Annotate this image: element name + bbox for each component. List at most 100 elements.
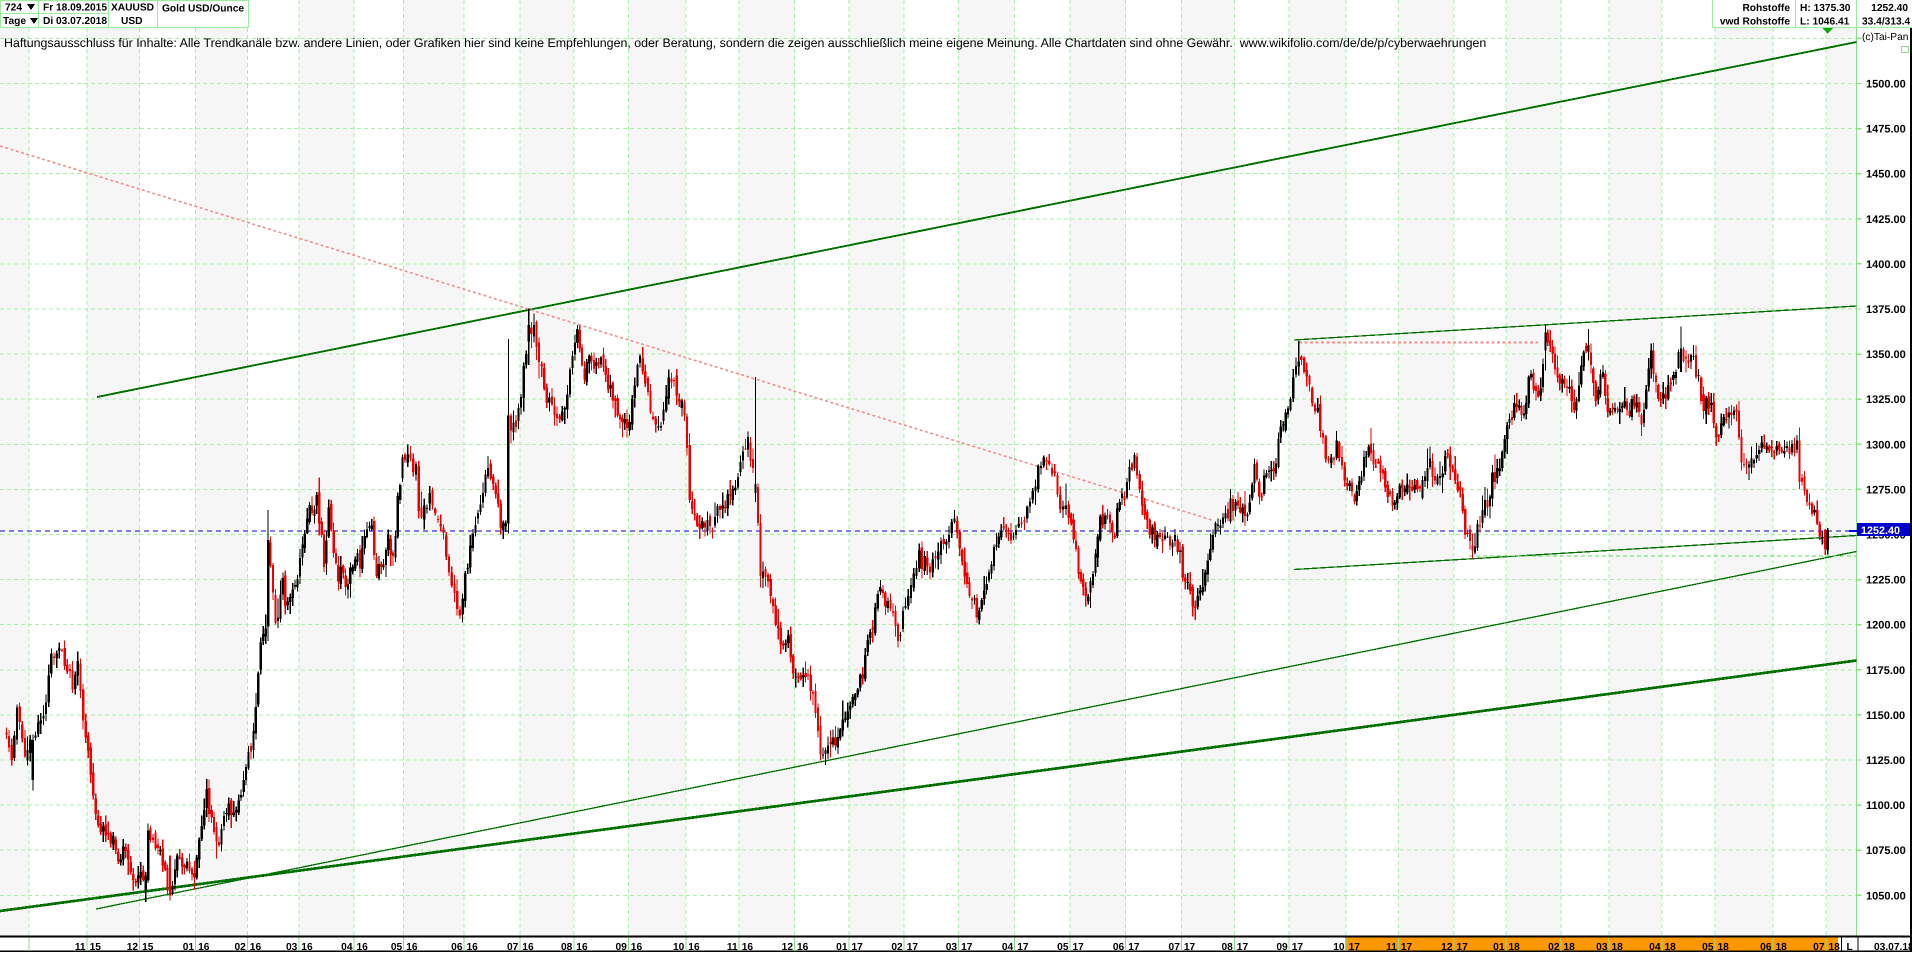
svg-text:1200.00: 1200.00 (1866, 620, 1906, 632)
svg-text:06: 06 (1760, 942, 1772, 952)
svg-text:09: 09 (1276, 942, 1288, 952)
svg-text:L: L (1847, 942, 1853, 952)
svg-text:18: 18 (1665, 942, 1677, 952)
svg-text:Gold USD/Ounce: Gold USD/Ounce (162, 4, 244, 15)
svg-text:02: 02 (234, 942, 246, 952)
svg-text:1500.00: 1500.00 (1866, 79, 1906, 91)
svg-text:1075.00: 1075.00 (1866, 845, 1906, 857)
svg-text:1125.00: 1125.00 (1866, 755, 1905, 767)
svg-text:17: 17 (852, 942, 864, 952)
svg-text:1475.00: 1475.00 (1866, 124, 1906, 136)
svg-text:07: 07 (1169, 942, 1181, 952)
svg-text:18: 18 (1776, 942, 1788, 952)
svg-text:01: 01 (836, 942, 848, 952)
svg-text:1175.00: 1175.00 (1866, 665, 1905, 677)
svg-text:12: 12 (127, 942, 139, 952)
svg-text:12: 12 (1441, 942, 1453, 952)
svg-text:03: 03 (946, 942, 958, 952)
svg-text:07: 07 (507, 942, 519, 952)
svg-text:16: 16 (631, 942, 643, 952)
svg-text:10: 10 (673, 942, 685, 952)
svg-text:17: 17 (1184, 942, 1196, 952)
svg-text:09: 09 (615, 942, 627, 952)
svg-text:H: 1375.30: H: 1375.30 (1800, 3, 1851, 14)
svg-text:(c)Tai-Pan: (c)Tai-Pan (1862, 32, 1908, 43)
svg-text:15: 15 (90, 942, 102, 952)
svg-text:16: 16 (522, 942, 534, 952)
svg-text:1225.00: 1225.00 (1866, 575, 1906, 587)
svg-text:1252.40: 1252.40 (1861, 525, 1900, 537)
svg-text:1450.00: 1450.00 (1866, 169, 1906, 181)
svg-text:XAUUSD: XAUUSD (111, 3, 154, 14)
svg-text:17: 17 (907, 942, 919, 952)
svg-text:16: 16 (357, 942, 369, 952)
svg-text:17: 17 (961, 942, 973, 952)
svg-text:1425.00: 1425.00 (1866, 214, 1906, 226)
svg-text:17: 17 (1237, 942, 1249, 952)
svg-text:18: 18 (1509, 942, 1521, 952)
svg-text:Rohstoffe: Rohstoffe (1742, 3, 1790, 14)
svg-text:33.4/313.4: 33.4/313.4 (1862, 17, 1910, 28)
svg-text:17: 17 (1457, 942, 1469, 952)
svg-text:11: 11 (727, 942, 738, 952)
svg-text:1325.00: 1325.00 (1866, 394, 1906, 406)
svg-text:18: 18 (1564, 942, 1576, 952)
svg-text:01: 01 (183, 942, 195, 952)
svg-text:06: 06 (451, 942, 463, 952)
svg-text:07: 07 (1813, 942, 1825, 952)
svg-text:18: 18 (1718, 942, 1730, 952)
svg-text:17: 17 (1401, 942, 1413, 952)
svg-text:1150.00: 1150.00 (1866, 710, 1905, 722)
svg-text:16: 16 (406, 942, 418, 952)
svg-text:03.07.18: 03.07.18 (1874, 942, 1912, 952)
svg-text:18: 18 (1612, 942, 1624, 952)
svg-text:16: 16 (250, 942, 262, 952)
svg-text:08: 08 (561, 942, 573, 952)
svg-text:12: 12 (782, 942, 794, 952)
svg-text:05: 05 (1702, 942, 1714, 952)
svg-text:1400.00: 1400.00 (1866, 259, 1906, 271)
svg-text:1050.00: 1050.00 (1866, 890, 1906, 902)
svg-text:17: 17 (1073, 942, 1085, 952)
svg-text:05: 05 (391, 942, 403, 952)
svg-text:10: 10 (1333, 942, 1345, 952)
svg-text:06: 06 (1113, 942, 1125, 952)
svg-text:Fr 18.09.2015: Fr 18.09.2015 (43, 3, 107, 14)
svg-text:02: 02 (891, 942, 903, 952)
svg-text:04: 04 (341, 942, 353, 952)
svg-text:02: 02 (1548, 942, 1560, 952)
svg-text:16: 16 (797, 942, 809, 952)
svg-text:1100.00: 1100.00 (1866, 800, 1905, 812)
svg-text:08: 08 (1221, 942, 1233, 952)
svg-text:1275.00: 1275.00 (1866, 484, 1906, 496)
svg-text:16: 16 (467, 942, 479, 952)
svg-text:17: 17 (1017, 942, 1029, 952)
svg-text:16: 16 (576, 942, 588, 952)
svg-text:Haftungsausschluss für Inhalte: Haftungsausschluss für Inhalte: Alle Tre… (4, 36, 1486, 50)
svg-text:04: 04 (1002, 942, 1014, 952)
svg-text:16: 16 (198, 942, 210, 952)
svg-text:1375.00: 1375.00 (1866, 304, 1906, 316)
svg-text:vwd Rohstoffe: vwd Rohstoffe (1720, 17, 1791, 28)
svg-text:17: 17 (1292, 942, 1304, 952)
svg-text:03: 03 (1596, 942, 1608, 952)
svg-text:17: 17 (1128, 942, 1140, 952)
svg-text:Tage: Tage (3, 16, 26, 27)
svg-text:05: 05 (1057, 942, 1069, 952)
svg-text:16: 16 (688, 942, 700, 952)
svg-text:04: 04 (1649, 942, 1661, 952)
svg-text:16: 16 (301, 942, 313, 952)
svg-text:1252.40: 1252.40 (1871, 3, 1908, 14)
svg-text:18: 18 (1829, 942, 1841, 952)
svg-text:11: 11 (1386, 942, 1397, 952)
svg-text:16: 16 (742, 942, 754, 952)
svg-text:1350.00: 1350.00 (1866, 349, 1906, 361)
svg-text:724: 724 (5, 3, 22, 14)
svg-text:L: 1046.41: L: 1046.41 (1800, 17, 1850, 28)
svg-text:17: 17 (1349, 942, 1361, 952)
svg-text:USD: USD (121, 16, 143, 27)
svg-text:03: 03 (286, 942, 298, 952)
svg-text:11: 11 (75, 942, 86, 952)
svg-text:15: 15 (142, 942, 154, 952)
svg-text:1300.00: 1300.00 (1866, 439, 1906, 451)
